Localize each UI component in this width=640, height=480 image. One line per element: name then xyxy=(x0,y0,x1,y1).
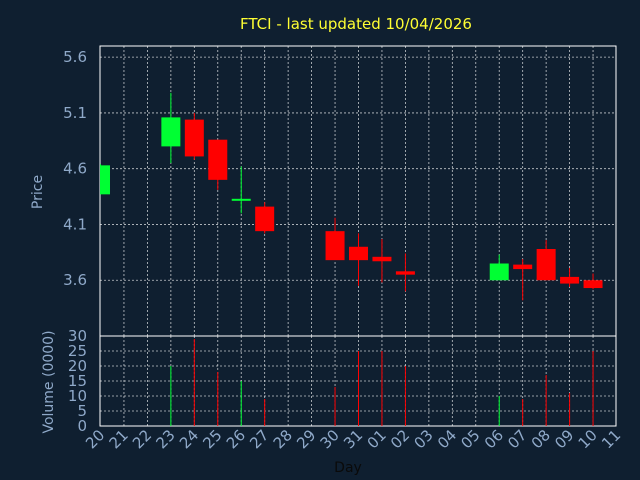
candle-body xyxy=(513,264,533,270)
volume-y-tick-label: 15 xyxy=(68,372,87,390)
candle-body xyxy=(231,198,251,201)
x-tick-label: 08 xyxy=(528,426,554,452)
x-tick-label: 30 xyxy=(317,426,343,452)
price-y-tick-label: 4.6 xyxy=(63,160,87,178)
x-tick-label: 27 xyxy=(246,426,272,452)
price-y-tick-label: 5.6 xyxy=(63,48,87,66)
x-tick-label: 07 xyxy=(504,426,530,452)
candle-body xyxy=(255,206,275,232)
x-tick-label: 28 xyxy=(270,426,296,452)
volume-y-tick-label: 25 xyxy=(68,342,87,360)
candle-body xyxy=(560,276,580,284)
chart-title: FTCI - last updated 10/04/2026 xyxy=(240,15,472,33)
x-tick-label: 10 xyxy=(575,426,601,452)
volume-y-tick-label: 20 xyxy=(68,357,87,375)
candle-body xyxy=(349,246,368,261)
x-tick-label: 11 xyxy=(598,426,624,452)
candle-body xyxy=(372,256,392,262)
x-tick-labels: 2021222324252627282930310102030405060708… xyxy=(82,426,624,452)
x-tick-label: 06 xyxy=(481,426,507,452)
x-tick-label: 02 xyxy=(387,426,413,452)
x-tick-label: 29 xyxy=(293,426,319,452)
volume-y-tick-label: 10 xyxy=(68,387,87,405)
candle-body xyxy=(161,117,181,147)
x-tick-label: 09 xyxy=(551,426,577,452)
x-tick-label: 23 xyxy=(152,426,178,452)
volume-y-tick-label: 30 xyxy=(68,327,87,345)
price-y-tick-label: 5.1 xyxy=(63,104,87,122)
x-axis-label: Day xyxy=(334,460,362,476)
candle-body xyxy=(536,249,556,281)
x-tick-label: 05 xyxy=(457,426,483,452)
volume-y-tick-label: 5 xyxy=(77,402,87,420)
x-tick-label: 03 xyxy=(410,426,436,452)
x-tick-label: 04 xyxy=(434,426,460,452)
x-tick-label: 31 xyxy=(340,426,366,452)
price-y-tick-labels: 5.6 5.1 4.6 4.1 3.6 xyxy=(63,48,87,289)
candle-body xyxy=(489,263,509,281)
price-y-tick-label: 4.1 xyxy=(63,215,87,233)
candle-body xyxy=(208,139,228,180)
volume-bars-layer xyxy=(170,339,594,426)
x-tick-label: 21 xyxy=(106,426,132,452)
price-panel xyxy=(99,45,617,337)
price-axis-label: Price xyxy=(30,175,46,209)
x-tick-label: 22 xyxy=(129,426,155,452)
x-tick-label: 26 xyxy=(223,426,249,452)
candle-body xyxy=(100,165,110,195)
volume-axis-label: Volume (0000) xyxy=(41,330,57,433)
candle-body xyxy=(184,119,204,157)
candle-body xyxy=(325,231,345,261)
price-y-tick-label: 3.6 xyxy=(63,271,87,289)
x-tick-label: 24 xyxy=(176,426,202,452)
candles-layer xyxy=(100,92,603,301)
x-tick-label: 01 xyxy=(364,426,390,452)
candle-body xyxy=(583,280,603,289)
volume-y-tick-label: 0 xyxy=(77,417,87,435)
x-tick-label: 25 xyxy=(199,426,225,452)
candle-body xyxy=(395,271,415,275)
